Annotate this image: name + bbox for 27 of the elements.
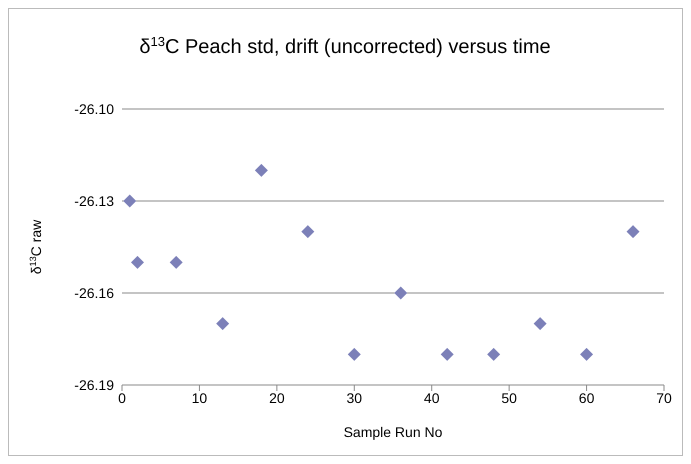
x-tick-label: 40 xyxy=(424,390,440,406)
point xyxy=(123,194,136,208)
y-tick-label: -26.19 xyxy=(74,376,114,393)
point xyxy=(254,164,268,177)
point xyxy=(487,348,500,361)
x-tick-label: 10 xyxy=(192,390,208,406)
point xyxy=(394,286,408,300)
x-tick-label: 60 xyxy=(578,390,595,406)
x-tick-label: 20 xyxy=(269,390,285,406)
point xyxy=(130,256,144,269)
point xyxy=(170,256,183,269)
point xyxy=(348,348,361,361)
point xyxy=(534,317,547,330)
chart-title: δ$^{13}$C Peach std, drift (uncorrected) versus time xyxy=(139,34,551,58)
x-axis-title: Sample Run No xyxy=(344,424,443,440)
x-tick-label: 70 xyxy=(656,390,672,406)
point xyxy=(301,225,314,238)
x-tick-label: 30 xyxy=(346,390,362,406)
y-tick-label: -26.13 xyxy=(74,192,114,209)
y-tick-label: -26.10 xyxy=(74,100,114,117)
point xyxy=(440,348,454,361)
x-tick-label: 50 xyxy=(501,390,518,406)
point xyxy=(580,348,594,361)
y-tick-label: -26.16 xyxy=(74,284,114,301)
point xyxy=(216,317,230,330)
point xyxy=(626,225,640,238)
x-tick-label: 0 xyxy=(118,390,126,406)
